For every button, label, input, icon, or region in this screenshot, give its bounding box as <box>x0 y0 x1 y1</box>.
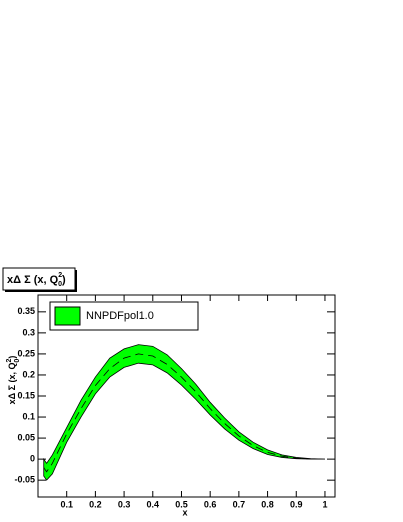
title-text: xΔ Σ (x, Q <box>7 274 59 286</box>
y-tick-label: 0.35 <box>17 306 35 316</box>
title-box <box>2 267 76 291</box>
x-tick-label: 0.4 <box>147 499 160 509</box>
y-tick-label: 0.15 <box>17 390 35 400</box>
y-title-close: ) <box>7 356 17 359</box>
y-tick-label: 0.25 <box>17 348 35 358</box>
y-tick-label: 0.2 <box>22 369 35 379</box>
x-axis-title: x <box>182 507 187 517</box>
chart-title: xΔ Σ (x, Q2 0) <box>7 272 66 288</box>
title-sup: 2 <box>58 272 62 279</box>
title-close: ) <box>62 274 66 286</box>
x-tick-label: 0.7 <box>233 499 246 509</box>
y-tick-label: 0.1 <box>22 411 35 421</box>
y-tick-label: 0.05 <box>17 432 35 442</box>
central-line <box>43 353 325 473</box>
y-tick-label: 0.3 <box>22 327 35 337</box>
x-tick-label: 0.9 <box>290 499 303 509</box>
legend-swatch <box>54 306 81 326</box>
x-tick-label: 1 <box>322 499 327 509</box>
x-tick-label: 0.2 <box>89 499 102 509</box>
title-sub: 0 <box>58 281 62 288</box>
legend-label: NNPDFpol1.0 <box>86 310 154 322</box>
band <box>43 344 325 481</box>
y-tick-label: 0 <box>30 454 35 464</box>
y-title-sup: 2 <box>6 358 13 362</box>
x-tick-label: 0.6 <box>204 499 217 509</box>
x-tick-label: 0.3 <box>118 499 131 509</box>
x-tick-label: 0.5 <box>175 499 188 509</box>
x-tick-label: 0.8 <box>261 499 274 509</box>
y-tick-label: -0.05 <box>14 475 35 485</box>
x-tick-label: 0.1 <box>60 499 73 509</box>
y-title-text: xΔ Σ (x, Q <box>7 362 17 404</box>
y-axis-title: xΔ Σ (x, Q20) <box>6 356 21 405</box>
y-title-sub: 0 <box>14 359 21 363</box>
